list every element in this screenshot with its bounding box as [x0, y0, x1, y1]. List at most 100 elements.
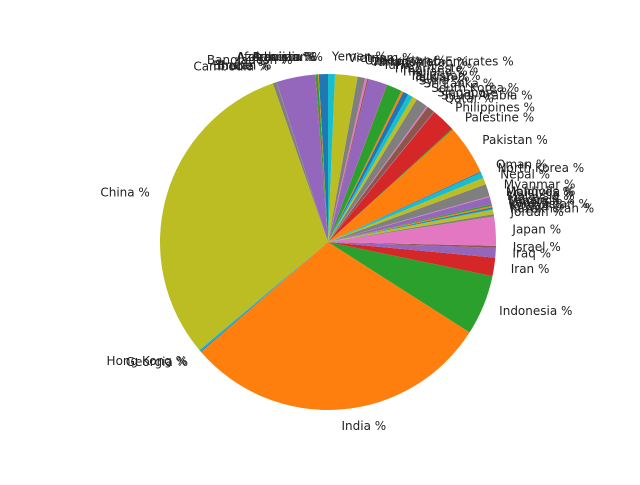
pie-slice-north-korea: [328, 172, 484, 242]
pie-slice-lebanon: [328, 204, 493, 242]
pie-label-laos: Laos %: [509, 195, 552, 209]
pie-label-jordan: Jordan %: [509, 205, 563, 219]
pie-slice-turkey: [328, 78, 387, 242]
pie-slice-saudi-arabia: [328, 106, 434, 242]
pie-slice-china: [159, 83, 328, 350]
pie-slice-bangladesh: [276, 74, 328, 243]
pie-label-syria: Syria %: [419, 73, 465, 87]
pie-slice-sri-lanka: [328, 96, 417, 243]
pie-label-timor-leste: Timor-Leste %: [392, 61, 478, 75]
pie-label-cambodia: Cambodia %: [193, 59, 269, 73]
pie-label-bahrain: Bahrain %: [252, 50, 314, 64]
pie-label-iraq: Iraq %: [512, 246, 551, 260]
pie-slice-turkmenistan: [328, 78, 369, 242]
pie-slice-philippines: [328, 112, 453, 242]
pie-label-singapore: Singapore %: [437, 85, 513, 99]
pie-slice-bhutan: [276, 82, 328, 242]
pie-label-north-korea: North Korea %: [498, 161, 585, 175]
pie-label-malaysia: Malaysia %: [507, 189, 575, 203]
pie-slice-qatar: [328, 111, 435, 242]
pie-label-kyrgyzstan: Kyrgyzstan %: [509, 197, 590, 211]
pie-slice-yemen: [328, 74, 336, 242]
pie-label-turkey: Turkey %: [382, 58, 437, 72]
pie-slice-tajikistan: [328, 90, 404, 242]
pie-label-armenia: Armenia %: [252, 50, 318, 64]
pie-label-vietnam: Vietnam %: [348, 51, 413, 65]
pie-slice-maldives: [328, 196, 490, 242]
pie-label-united-arab-emirates: United Arab Emirates %: [370, 55, 514, 69]
pie-label-china: China %: [100, 185, 150, 199]
pie-label-sri-lanka: Sri Lanka %: [423, 76, 494, 90]
pie-label-philippines: Philippines %: [455, 100, 535, 114]
pie-slice-syria: [328, 94, 413, 242]
pie-label-pakistan: Pakistan %: [482, 133, 547, 147]
pie-label-taiwan: Taiwan %: [413, 71, 470, 85]
pie-slice-thailand: [328, 84, 402, 242]
pie-label-georgia: Georgia %: [126, 355, 188, 369]
pie-slice-macao: [328, 204, 492, 242]
pie-slice-mongolia: [328, 196, 490, 242]
pie-label-kuwait: Kuwait %: [509, 199, 564, 213]
pie-slice-palestine: [328, 128, 453, 242]
pie-slice-afghanistan: [318, 74, 328, 242]
pie-label-oman: Oman %: [496, 158, 547, 172]
pie-slice-singapore: [328, 106, 428, 243]
pie-label-brunei: Brunei %: [217, 59, 271, 73]
pie-slice-india: [201, 242, 470, 410]
pie-slice-bahrain: [315, 74, 328, 242]
pie-slice-hong-kong: [199, 242, 328, 352]
pie-slice-nepal: [328, 177, 486, 242]
pie-slice-kyrgyzstan: [328, 207, 493, 242]
pie-slice-malaysia: [328, 196, 492, 242]
pie-label-bangladesh: Bangladesh %: [207, 53, 293, 67]
pie-label-palestine: Palestine %: [465, 110, 534, 124]
pie-label-maldives: Maldives %: [506, 185, 574, 199]
pie-slice-pakistan: [328, 129, 481, 242]
pie-label-iran: Iran %: [511, 262, 550, 276]
pie-label-india: India %: [341, 419, 386, 433]
pie-label-tajikistan: Tajikistan %: [409, 69, 481, 83]
pie-slice-vietnam: [328, 74, 358, 242]
pie-slice-jordan: [328, 214, 495, 242]
pie-slice-uzbekistan: [328, 76, 366, 242]
pie-label-mongolia: Mongolia %: [506, 184, 576, 198]
pie-slice-iran: [328, 242, 496, 277]
pie-slice-cambodia: [272, 82, 328, 242]
pie-slice-timor-leste: [328, 84, 388, 243]
pie-label-uzbekistan: Uzbekistan %: [365, 53, 447, 67]
pie-label-japan: Japan %: [511, 223, 561, 237]
pie-slice-armenia: [317, 74, 328, 242]
pie-label-yemen: Yemen %: [331, 50, 387, 64]
pie-slice-taiwan: [328, 91, 409, 242]
pie-label-nepal: Nepal %: [500, 167, 550, 181]
pie-label-bhutan: Bhutan %: [213, 59, 271, 73]
pie-label-thailand: Thailand %: [400, 65, 468, 79]
pie-slice-united-arab-emirates: [328, 78, 368, 243]
pie-slice-japan: [328, 216, 496, 246]
pie-slice-israel: [328, 242, 496, 248]
pie-slice-brunei: [276, 82, 328, 242]
pie-slice-myanmar: [328, 184, 490, 242]
pie-label-indonesia: Indonesia %: [499, 304, 572, 318]
pie-slice-iraq: [328, 242, 496, 258]
pie-slices: [159, 74, 496, 410]
pie-label-azerbaijan: Azerbaijan %: [237, 50, 316, 64]
pie-label-turkmenistan: Turkmenistan %: [371, 55, 468, 69]
pie-slice-azerbaijan: [315, 74, 328, 242]
pie-label-israel: Israel %: [513, 240, 561, 254]
pie-label-hong-kong: Hong Kong %: [107, 354, 187, 368]
pie-label-south-korea: South Korea %: [431, 81, 519, 95]
pie-label-lebanon: Lebanon %: [508, 194, 575, 208]
pie-slice-kazakhstan: [328, 209, 494, 242]
pie-slice-south-korea: [328, 99, 427, 242]
pie-slice-kuwait: [328, 208, 493, 242]
pie-label-afghanistan: Afghanistan %: [236, 50, 323, 64]
pie-label-macao: Macao %: [508, 193, 562, 207]
pie-slice-laos: [328, 205, 493, 242]
pie-label-myanmar: Myanmar %: [504, 177, 576, 191]
pie-label-saudi-arabia: Saudi Arabia %: [441, 88, 532, 102]
pie-slice-georgia: [200, 242, 328, 353]
pie-labels: Afghanistan %Armenia %Azerbaijan %Bahrai…: [100, 50, 594, 433]
